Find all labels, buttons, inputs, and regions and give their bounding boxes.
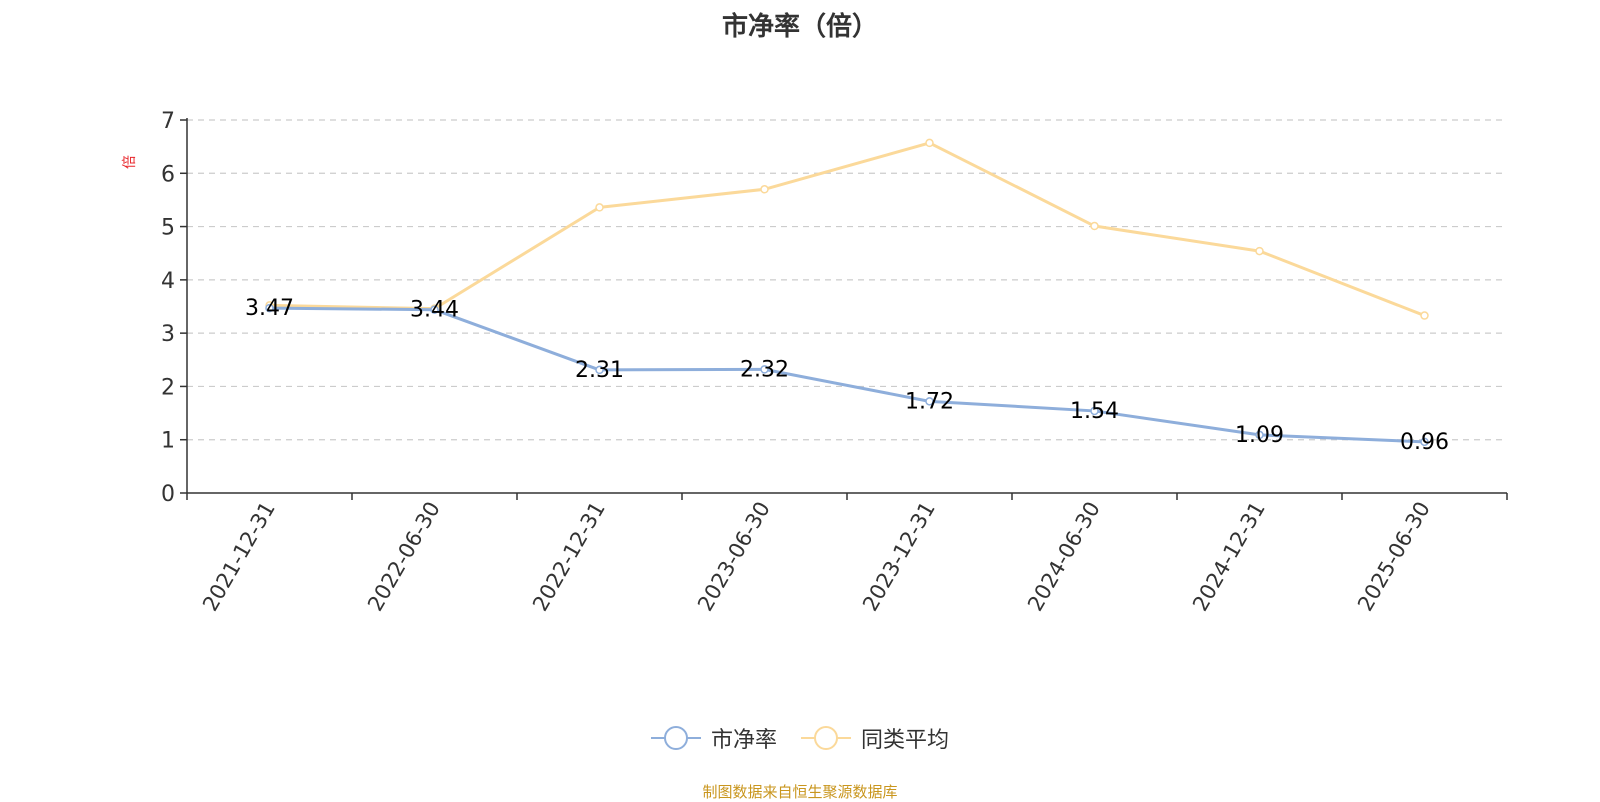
point-s1-6	[1255, 246, 1264, 256]
point-s1-3	[760, 185, 769, 194]
legend-item-pb[interactable]: 市净率	[650, 722, 777, 754]
legend-label-pb: 市净率	[710, 728, 777, 753]
x-tick-label-2024-12-31: 2024-12-31	[1188, 498, 1270, 616]
x-tick-label-2021-12-31: 2021-12-31	[198, 498, 280, 616]
point-s0-6	[1255, 430, 1264, 440]
y-tick-label-3: 3	[161, 322, 175, 347]
data-label-2: 2.31	[575, 358, 624, 383]
point-s1-7	[1420, 311, 1429, 320]
legend-marker-pb	[650, 726, 701, 750]
point-s1-4	[925, 138, 934, 148]
legend-item-peer-average[interactable]: 同类平均	[801, 722, 949, 754]
series-line-1	[269, 141, 1426, 317]
x-tick-label-2022-06-30: 2022-06-30	[363, 498, 445, 616]
x-tick-label-2025-06-30: 2025-06-30	[1353, 498, 1435, 616]
legend-label-peer-average: 同类平均	[861, 728, 950, 753]
y-tick-label-1: 1	[161, 429, 175, 454]
data-label-1: 3.44	[410, 298, 459, 323]
x-tick-label-2023-12-31: 2023-12-31	[858, 498, 940, 616]
point-s0-7	[1420, 437, 1429, 447]
point-s0-3	[760, 365, 769, 374]
y-axis-label: 倍	[122, 155, 138, 169]
point-s0-1	[430, 305, 439, 314]
data-label-7: 0.96	[1400, 430, 1449, 455]
data-labels: 3.47 3.44 2.31 2.32 1.72 1.54 1.09 0.96	[245, 296, 1449, 455]
y-tick-label-7: 7	[161, 109, 175, 134]
point-s1-5	[1090, 221, 1099, 231]
axes: 0 1 2 3 4 5 6 7 倍 2021-12-31 2022-06-30 2022-12-31 2…	[122, 109, 1508, 616]
y-tick-label-2: 2	[161, 375, 175, 400]
data-label-0: 3.47	[245, 296, 294, 321]
data-label-4: 1.72	[905, 389, 954, 414]
point-s1-2	[595, 203, 604, 212]
data-label-6: 1.09	[1235, 423, 1284, 448]
data-label-3: 2.32	[740, 357, 789, 382]
data-label-5: 1.54	[1070, 399, 1119, 424]
point-s0-4	[925, 397, 934, 406]
legend: 市净率 同类平均	[0, 722, 1600, 754]
source-note: 制图数据来自恒生聚源数据库	[702, 783, 898, 801]
y-tick-label-6: 6	[161, 162, 175, 187]
point-s0-5	[1090, 406, 1099, 416]
y-tick-label-5: 5	[161, 216, 175, 241]
gridlines	[187, 119, 1507, 441]
x-tick-label-2023-06-30: 2023-06-30	[693, 498, 775, 616]
point-s0-2	[595, 365, 604, 375]
line-chart: 0 1 2 3 4 5 6 7 倍 2021-12-31 2022-06-30 2022-12-31 2…	[122, 109, 1508, 616]
legend-marker-peer-average	[801, 726, 851, 750]
x-tick-label-2022-12-31: 2022-12-31	[528, 498, 610, 616]
x-tick-label-2024-06-30: 2024-06-30	[1023, 498, 1105, 616]
y-tick-label-4: 4	[161, 269, 175, 294]
series-line-0	[269, 306, 1425, 444]
point-s0-0	[265, 303, 274, 313]
y-tick-label-0: 0	[161, 482, 175, 507]
chart-title: 市净率（倍）	[721, 12, 878, 42]
series-layer	[265, 138, 1429, 447]
